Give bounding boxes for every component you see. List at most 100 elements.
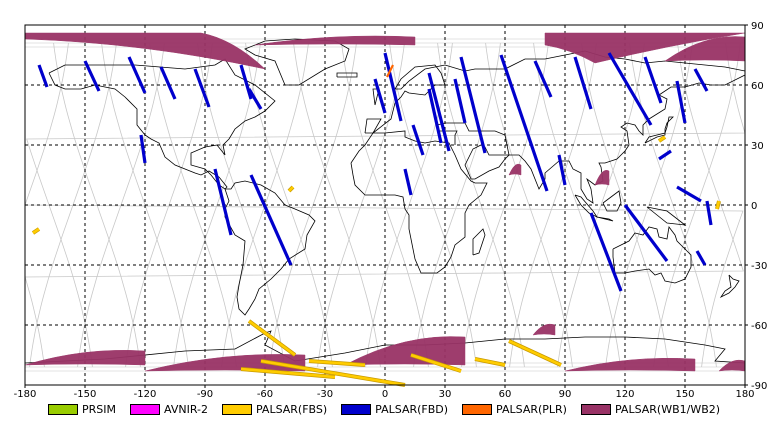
fbd-swath — [193, 68, 211, 108]
x-tick-label: -120 — [134, 389, 157, 400]
fbs-swath — [508, 339, 562, 367]
legend: PRSIM AVNIR-2 PALSAR(FBS) PALSAR(FBD) PA… — [48, 403, 720, 416]
coastline — [48, 58, 276, 190]
fbd-swath — [573, 56, 593, 110]
fbd-swath — [453, 78, 467, 124]
fbs-swath — [410, 353, 462, 373]
coastline — [602, 190, 622, 212]
fbd-swath — [383, 52, 403, 122]
y-tick-label: -60 — [751, 321, 767, 332]
fbd-swath — [127, 56, 147, 94]
fbd-swath — [37, 64, 49, 88]
legend-swatch-avnir2 — [130, 404, 160, 415]
x-tick-label: 180 — [735, 389, 754, 400]
fbd-swath — [676, 185, 702, 203]
x-tick-label: 0 — [382, 389, 388, 400]
coverage-map: -180 -150 -120 -90 -60 -30 0 30 60 90 120 150 180 90… — [14, 21, 768, 400]
coastline — [372, 50, 746, 134]
fbd-swath — [623, 204, 669, 262]
fbd-swath — [373, 78, 387, 114]
fbd-swath — [411, 124, 425, 156]
coastline — [364, 118, 382, 134]
wb-swath — [532, 323, 556, 336]
wb-swath — [24, 350, 146, 366]
fbd-swath — [403, 168, 413, 196]
fbd-swath — [459, 56, 487, 154]
legend-swatch-prsim — [48, 404, 78, 415]
x-tick-label: 60 — [499, 389, 512, 400]
coastline — [612, 226, 692, 284]
fbd-swath — [247, 88, 263, 110]
y-tick-label: 0 — [751, 201, 757, 212]
y-tick-labels: 90 60 30 0 -30 -60 -90 — [745, 21, 767, 392]
y-tick-label: -30 — [751, 261, 767, 272]
x-tick-label: -90 — [197, 389, 213, 400]
legend-swatch-palsar-fbd — [341, 404, 372, 415]
coastline — [336, 72, 358, 78]
x-tick-label: -60 — [257, 389, 273, 400]
x-tick-label: 150 — [675, 389, 694, 400]
legend-swatch-palsar-wb — [580, 404, 611, 415]
wb-swath — [344, 336, 466, 366]
legend-item-palsar-fbd: PALSAR(FBD) — [341, 403, 448, 416]
fbd-swath — [693, 68, 709, 92]
wb-swath — [508, 163, 522, 176]
x-tick-label: 30 — [439, 389, 452, 400]
coastline — [509, 74, 746, 204]
y-tick-label: 90 — [751, 21, 764, 32]
legend-swatch-palsar-plr — [462, 404, 493, 415]
fbd-swath — [589, 212, 623, 292]
coastline — [472, 228, 486, 256]
fbd-swath — [658, 149, 672, 161]
legend-label-prsim: PRSIM — [82, 403, 116, 416]
x-tick-label: 90 — [559, 389, 572, 400]
coastline — [719, 274, 740, 299]
wb-swath — [144, 354, 306, 372]
x-tick-labels: -180 -150 -120 -90 -60 -30 0 30 60 90 120 150 180 — [14, 385, 755, 400]
fbd-swath — [675, 80, 687, 124]
wb-swath — [24, 32, 266, 70]
fbd-swath — [83, 60, 101, 92]
fbd-swath — [695, 250, 707, 266]
fbd-swath — [213, 168, 233, 236]
fbd-swath — [139, 134, 147, 164]
x-tick-label: 120 — [615, 389, 634, 400]
legend-label-palsar-fbd: PALSAR(FBD) — [375, 403, 449, 416]
y-tick-label: -90 — [751, 381, 767, 392]
fbd-swath — [643, 56, 663, 104]
fbd-swath — [557, 154, 567, 186]
fbd-swath — [705, 200, 713, 226]
fbs-swath — [715, 200, 721, 210]
legend-item-avnir2: AVNIR-2 — [130, 403, 208, 416]
legend-swatch-palsar-fbs — [221, 404, 252, 415]
fbs-swath — [308, 359, 366, 367]
legend-item-palsar-fbs: PALSAR(FBS) — [221, 403, 327, 416]
fbs-swath — [248, 319, 296, 357]
fbs-swath — [658, 135, 666, 143]
fbs-swath — [288, 186, 294, 192]
coastline — [596, 216, 614, 222]
coastline — [644, 116, 674, 144]
fbd-swath — [607, 52, 653, 126]
fbd-swath — [533, 60, 553, 98]
wb-swath — [594, 170, 610, 186]
fbd-swath — [427, 88, 443, 144]
wb-swath — [254, 35, 416, 46]
coastline — [350, 130, 488, 274]
fbs-swath — [474, 357, 506, 367]
y-tick-label: 30 — [751, 141, 764, 152]
fbs-swath — [32, 227, 40, 235]
fbd-swath — [427, 72, 451, 152]
coastline — [372, 88, 380, 106]
legend-label-palsar-plr: PALSAR(PLR) — [496, 403, 567, 416]
fbd-swath — [249, 174, 293, 266]
legend-item-palsar-wb: PALSAR(WB1/WB2) — [580, 403, 721, 416]
graticule — [25, 25, 745, 385]
fbd-swath — [499, 54, 549, 192]
legend-label-palsar-wb: PALSAR(WB1/WB2) — [614, 403, 721, 416]
legend-label-avnir2: AVNIR-2 — [164, 403, 208, 416]
legend-item-prsim: PRSIM — [48, 403, 116, 416]
fbs-swath — [240, 367, 336, 379]
fbs-swath — [260, 359, 406, 387]
x-tick-label: -30 — [317, 389, 333, 400]
